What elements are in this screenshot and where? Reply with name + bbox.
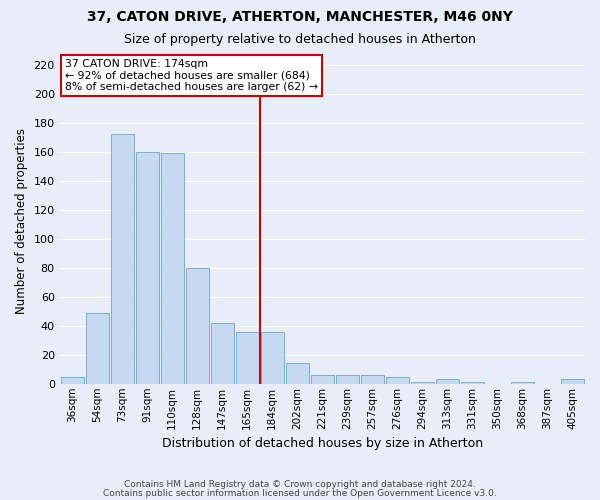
Bar bbox=[436, 380, 459, 384]
Bar bbox=[186, 268, 209, 384]
Text: Size of property relative to detached houses in Atherton: Size of property relative to detached ho… bbox=[124, 32, 476, 46]
Bar bbox=[110, 134, 134, 384]
Bar bbox=[336, 375, 359, 384]
Bar bbox=[461, 382, 484, 384]
Bar bbox=[286, 364, 309, 384]
X-axis label: Distribution of detached houses by size in Atherton: Distribution of detached houses by size … bbox=[162, 437, 483, 450]
Bar bbox=[86, 312, 109, 384]
Bar bbox=[511, 382, 534, 384]
Bar bbox=[386, 376, 409, 384]
Text: 37 CATON DRIVE: 174sqm
← 92% of detached houses are smaller (684)
8% of semi-det: 37 CATON DRIVE: 174sqm ← 92% of detached… bbox=[65, 59, 318, 92]
Bar bbox=[261, 332, 284, 384]
Text: 37, CATON DRIVE, ATHERTON, MANCHESTER, M46 0NY: 37, CATON DRIVE, ATHERTON, MANCHESTER, M… bbox=[87, 10, 513, 24]
Bar bbox=[361, 375, 384, 384]
Bar bbox=[311, 375, 334, 384]
Y-axis label: Number of detached properties: Number of detached properties bbox=[15, 128, 28, 314]
Bar bbox=[211, 323, 234, 384]
Bar bbox=[61, 376, 83, 384]
Bar bbox=[411, 382, 434, 384]
Bar bbox=[136, 152, 159, 384]
Text: Contains public sector information licensed under the Open Government Licence v3: Contains public sector information licen… bbox=[103, 489, 497, 498]
Bar bbox=[161, 153, 184, 384]
Text: Contains HM Land Registry data © Crown copyright and database right 2024.: Contains HM Land Registry data © Crown c… bbox=[124, 480, 476, 489]
Bar bbox=[561, 380, 584, 384]
Bar bbox=[236, 332, 259, 384]
